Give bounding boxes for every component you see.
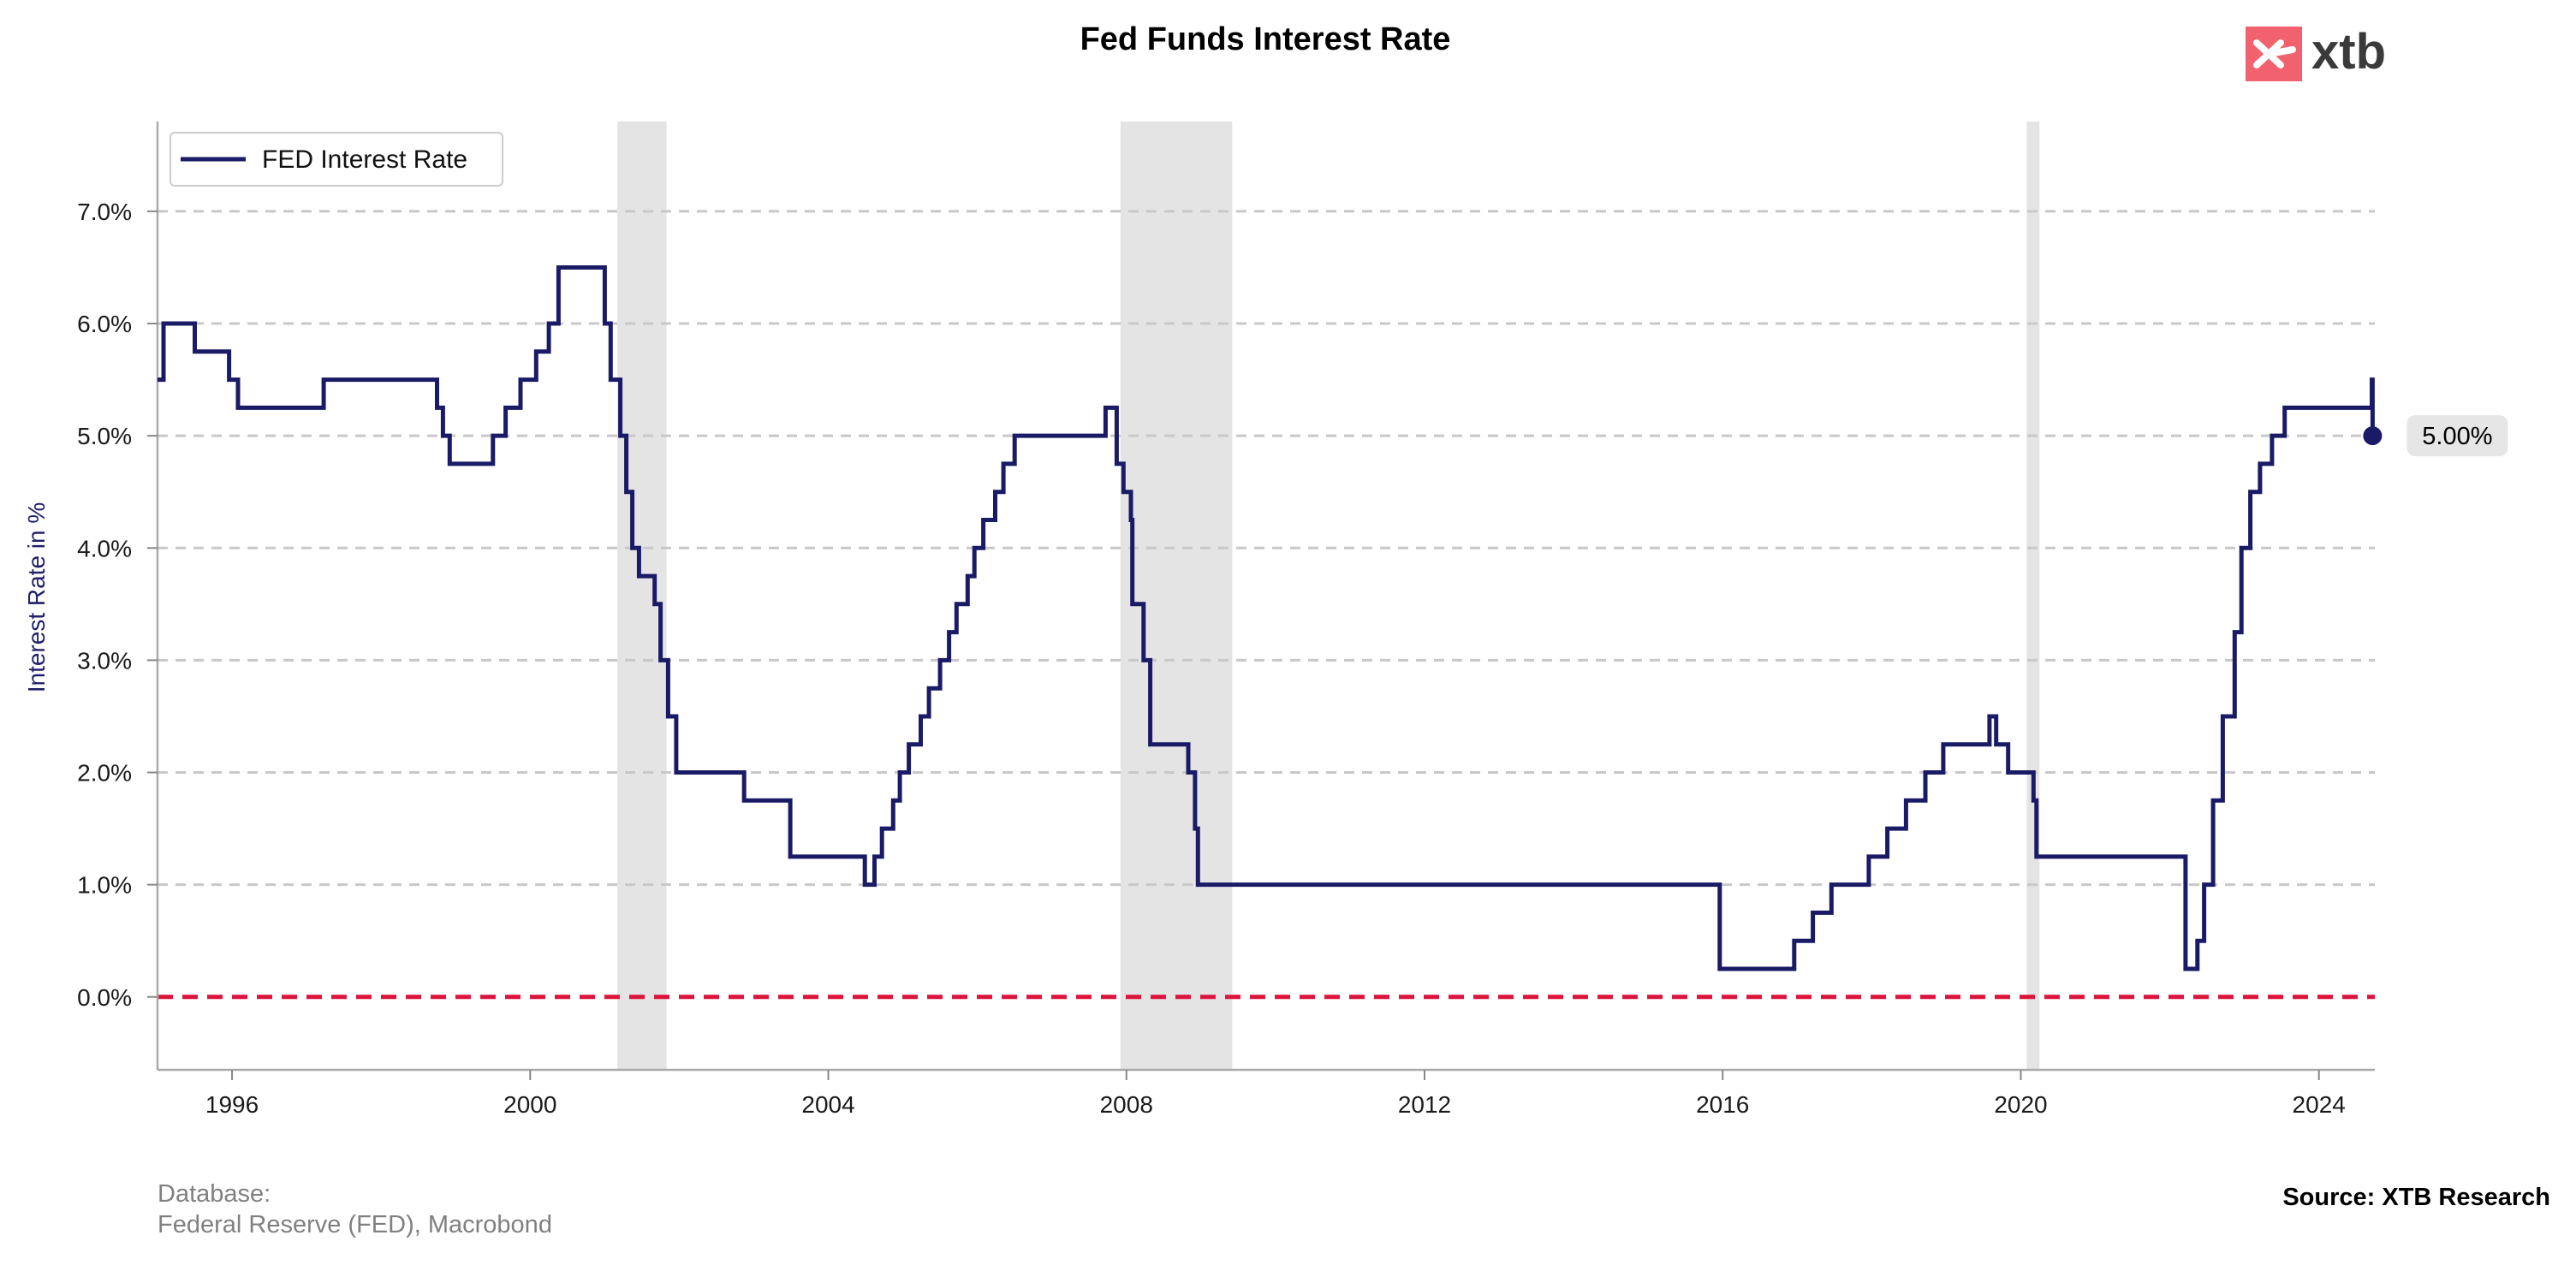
recession-band — [2026, 122, 2040, 1070]
legend: FED Interest Rate — [170, 132, 503, 187]
database-label: Database: — [158, 1180, 271, 1208]
y-axis-label: Interest Rate in % — [23, 502, 50, 693]
logo-text: xtb — [2311, 24, 2386, 80]
recession-band — [1120, 122, 1233, 1070]
end-label: 5.00% — [2422, 423, 2492, 450]
x-tick-label: 1996 — [205, 1091, 259, 1118]
y-tick-label: 1.0% — [77, 872, 132, 899]
y-tick-label: 6.0% — [77, 311, 132, 337]
y-tick-label: 3.0% — [77, 647, 132, 674]
y-tick-label: 5.0% — [77, 423, 132, 449]
x-axis-ticks: 1996 2000 2004 2008 2012 2016 2020 2024 — [205, 1070, 2346, 1118]
y-tick-label: 7.0% — [77, 199, 132, 225]
x-icon — [2246, 27, 2302, 81]
end-label-box — [2406, 415, 2508, 457]
x-tick-label: 2024 — [2293, 1091, 2346, 1118]
source-label: Source: XTB Research — [2282, 1184, 2550, 1211]
recession-bands — [617, 122, 2040, 1070]
x-tick-label: 2020 — [1994, 1091, 2047, 1118]
database-source: Federal Reserve (FED), Macrobond — [158, 1211, 552, 1238]
y-tick-label: 4.0% — [77, 535, 132, 561]
y-axis-ticks: 0.0% 1.0% 2.0% 3.0% 4.0% 5.0% 6.0% 7.0% — [77, 199, 158, 1011]
x-tick-label: 2000 — [503, 1091, 556, 1118]
x-tick-label: 2008 — [1100, 1091, 1153, 1118]
legend-label: FED Interest Rate — [262, 146, 467, 174]
recession-band — [617, 122, 667, 1070]
x-tick-label: 2016 — [1696, 1091, 1749, 1118]
axes — [156, 122, 2375, 1072]
end-point — [2363, 426, 2383, 446]
x-tick-label: 2012 — [1398, 1091, 1451, 1118]
grid-lines — [158, 210, 2375, 887]
x-tick-label: 2004 — [801, 1091, 854, 1118]
y-tick-label: 0.0% — [77, 984, 132, 1011]
series-line — [158, 265, 2375, 971]
xtb-logo: xtb — [2246, 24, 2386, 81]
chart-title: Fed Funds Interest Rate — [1080, 21, 1451, 57]
end-marker: 5.00% — [2363, 415, 2508, 457]
series — [158, 265, 2375, 971]
y-tick-label: 2.0% — [77, 760, 132, 787]
